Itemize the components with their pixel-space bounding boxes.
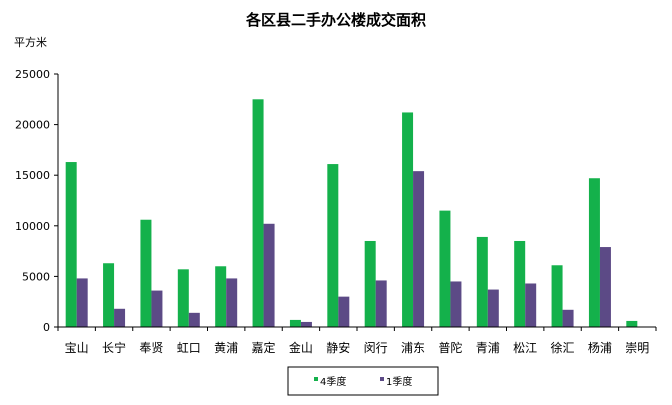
bar-q4-2 xyxy=(140,219,152,327)
bar-q1-7 xyxy=(338,296,350,327)
chart-title: 各区县二手办公楼成交面积 xyxy=(245,11,426,29)
y-tick-label: 20000 xyxy=(15,119,50,132)
x-category-label: 静安 xyxy=(326,340,350,355)
legend-label-q1: 1季度 xyxy=(386,375,412,388)
legend-swatch-q4 xyxy=(314,377,318,381)
bar-q4-13 xyxy=(551,265,563,327)
bar-q4-7 xyxy=(327,164,339,327)
x-category-label: 浦东 xyxy=(401,341,425,355)
y-tick-label: 25000 xyxy=(15,68,50,81)
bar-q4-8 xyxy=(364,240,376,327)
bar-q1-6 xyxy=(300,321,312,327)
x-category-label: 嘉定 xyxy=(252,340,276,355)
legend-swatch-q1 xyxy=(380,377,384,381)
bar-q1-12 xyxy=(525,283,537,327)
x-category-label: 松江 xyxy=(513,341,537,355)
bar-q4-6 xyxy=(289,319,301,327)
bar-q4-14 xyxy=(588,178,600,327)
x-category-label: 青浦 xyxy=(476,341,500,355)
bar-q1-5 xyxy=(263,223,275,327)
x-category-label: 长宁 xyxy=(102,340,126,355)
bar-q1-8 xyxy=(375,280,387,327)
bar-q4-12 xyxy=(514,240,526,327)
bar-q1-9 xyxy=(413,171,425,327)
y-tick-label: 5000 xyxy=(22,270,50,283)
bar-q1-2 xyxy=(151,290,163,327)
x-category-label: 宝山 xyxy=(65,341,89,355)
bar-q4-10 xyxy=(439,210,451,327)
x-category-label: 虹口 xyxy=(177,341,201,355)
bar-q1-10 xyxy=(450,281,462,327)
legend: 4季度 1季度 xyxy=(287,366,439,396)
legend-box xyxy=(287,366,439,396)
bar-q4-3 xyxy=(177,269,189,327)
bar-q4-5 xyxy=(252,99,264,327)
bar-q4-0 xyxy=(65,162,77,327)
y-tick-label: 0 xyxy=(43,321,50,334)
bar-q1-0 xyxy=(76,278,88,327)
x-axis-ticks: 宝山 长宁 奉贤 虹口 黄浦 嘉定 金山 静安 闵行 浦东 普陀 青浦 松江 徐汇 杨浦 崇明 xyxy=(57,327,657,355)
x-category-label: 奉贤 xyxy=(139,341,163,355)
x-category-label: 黄浦 xyxy=(214,341,238,355)
x-category-label: 闵行 xyxy=(364,340,388,355)
bar-q4-1 xyxy=(103,263,115,327)
bar-q1-3 xyxy=(188,312,200,327)
y-tick-label: 15000 xyxy=(15,169,50,182)
bar-q1-1 xyxy=(114,308,126,327)
bar-marks xyxy=(65,99,638,328)
x-category-label: 普陀 xyxy=(438,340,462,355)
y-axis-unit-label: 平方米 xyxy=(14,36,47,49)
x-category-label: 崇明 xyxy=(625,341,649,355)
bar-q1-11 xyxy=(487,289,499,327)
x-category-label: 徐汇 xyxy=(551,340,575,355)
bar-q1-13 xyxy=(562,309,574,327)
bar-q4-15 xyxy=(626,320,638,327)
x-category-label: 金山 xyxy=(289,340,313,355)
legend-label-q4: 4季度 xyxy=(320,375,346,388)
bar-q1-4 xyxy=(226,278,238,327)
bar-q1-14 xyxy=(599,247,611,327)
bar-q4-4 xyxy=(215,266,227,327)
x-category-label: 杨浦 xyxy=(588,340,612,355)
y-tick-label: 10000 xyxy=(15,220,50,233)
y-axis-ticks: 0 5000 10000 15000 20000 25000 xyxy=(15,68,58,334)
bar-q4-9 xyxy=(402,112,414,328)
bar-q4-11 xyxy=(476,236,488,327)
